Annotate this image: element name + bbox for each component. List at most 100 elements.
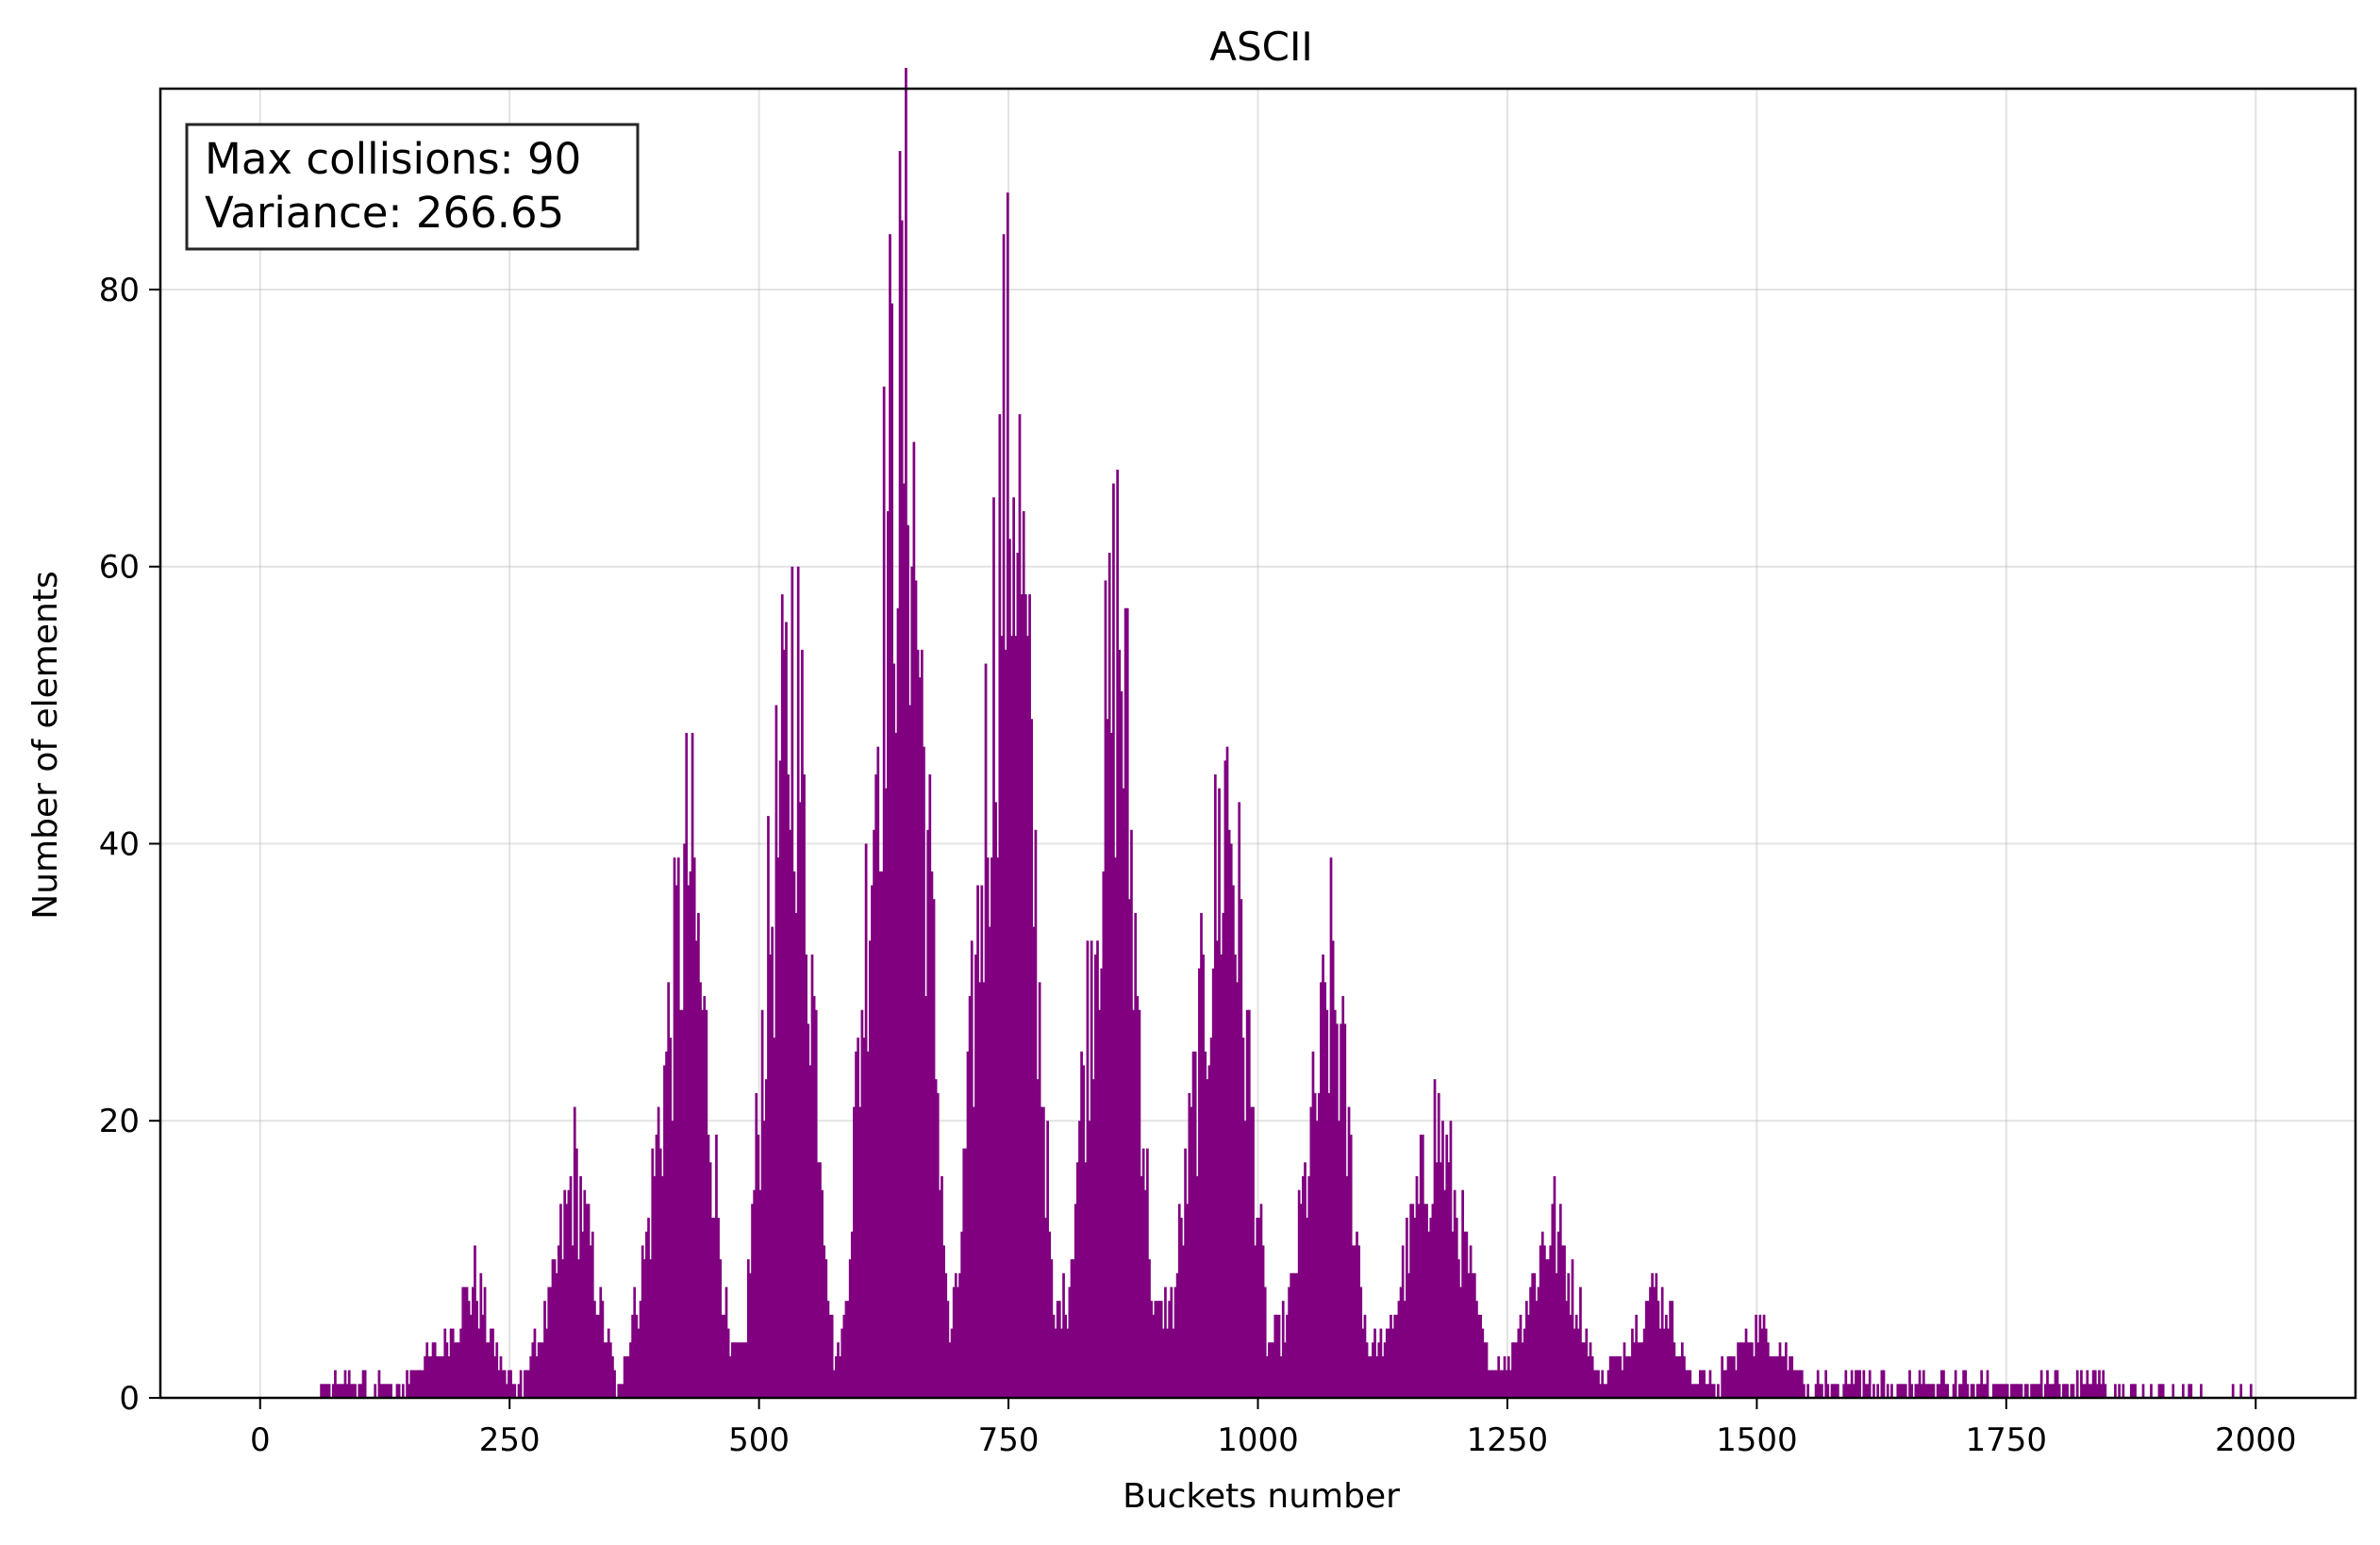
bucket-bar xyxy=(1202,954,1205,1398)
bucket-bar xyxy=(1247,1009,1251,1398)
bucket-bar xyxy=(433,1342,437,1398)
bucket-bar xyxy=(1780,1355,1784,1398)
bucket-bar xyxy=(839,1355,841,1398)
bucket-bar xyxy=(932,899,936,1398)
bucket-bar xyxy=(2104,1384,2107,1398)
bucket-bar xyxy=(1286,1314,1289,1398)
bucket-bar xyxy=(1395,1314,1399,1398)
bucket-bar xyxy=(1748,1342,1752,1398)
bucket-bar xyxy=(890,303,893,1398)
bucket-bar xyxy=(1188,1092,1191,1398)
bucket-bar xyxy=(1090,940,1093,1398)
bucket-bar xyxy=(1930,1384,1934,1398)
bucket-bar xyxy=(1782,1355,1786,1398)
bucket-bar xyxy=(1910,1384,1913,1398)
bucket-bar xyxy=(1331,940,1335,1398)
bucket-bar xyxy=(805,954,808,1398)
bucket-bar xyxy=(803,774,806,1398)
bucket-bar xyxy=(1896,1384,1900,1398)
bucket-bar xyxy=(1265,1355,1269,1398)
bucket-bar xyxy=(567,1189,571,1398)
bucket-bar xyxy=(1046,1121,1049,1398)
bucket-bar xyxy=(1443,1189,1446,1398)
bucket-bar xyxy=(1958,1384,1961,1398)
bucket-bar xyxy=(425,1342,429,1398)
bucket-bar xyxy=(2089,1384,2093,1398)
bucket-bar xyxy=(2048,1384,2051,1398)
bucket-bar xyxy=(876,746,880,1398)
bucket-bar xyxy=(1523,1328,1526,1398)
bucket-bar xyxy=(1866,1384,1870,1398)
bucket-bar xyxy=(676,857,680,1398)
bucket-bar xyxy=(1737,1342,1739,1398)
bucket-bar xyxy=(892,663,896,1398)
bucket-bar xyxy=(1234,954,1237,1398)
bucket-bar xyxy=(1243,1121,1247,1398)
bucket-bar xyxy=(755,1092,758,1398)
bucket-bar xyxy=(1872,1384,1875,1398)
bucket-bar xyxy=(972,1106,975,1398)
bucket-bar xyxy=(1485,1342,1489,1398)
bucket-bar xyxy=(2132,1384,2135,1398)
bucket-bar xyxy=(1102,871,1106,1398)
bucket-bar xyxy=(1168,1301,1172,1398)
bucket-bar xyxy=(1220,954,1223,1398)
bucket-bar xyxy=(1231,885,1235,1398)
bucket-bar xyxy=(1626,1355,1630,1398)
bucket-bar xyxy=(821,1189,824,1398)
bucket-bar xyxy=(2129,1384,2133,1398)
bucket-bar xyxy=(1403,1301,1406,1398)
bucket-bar xyxy=(569,1175,573,1398)
bucket-bar xyxy=(1832,1384,1836,1398)
bucket-bar xyxy=(1821,1384,1823,1398)
bucket-bar xyxy=(1540,1231,1544,1398)
bucket-bar xyxy=(1982,1384,1986,1398)
bucket-bar xyxy=(1574,1314,1578,1398)
bucket-bar xyxy=(2046,1370,2049,1398)
bucket-bar xyxy=(1291,1272,1295,1398)
bucket-bar xyxy=(1535,1301,1539,1398)
bucket-bar xyxy=(2062,1384,2065,1398)
bucket-bar xyxy=(619,1384,623,1398)
bucket-bar xyxy=(1623,1342,1626,1398)
bucket-bar xyxy=(697,912,700,1398)
bucket-bar xyxy=(427,1355,431,1398)
bucket-bar xyxy=(835,1355,838,1398)
bucket-bar xyxy=(1107,553,1111,1398)
bucket-bar xyxy=(769,954,772,1398)
bucket-bar xyxy=(1455,1218,1458,1398)
bucket-bar xyxy=(379,1384,383,1398)
bucket-bar xyxy=(1399,1287,1403,1398)
bucket-bar xyxy=(1094,954,1097,1398)
stats-annotation-box: Max collisions: 90 Variance: 266.65 xyxy=(185,123,640,251)
bucket-bar xyxy=(2161,1384,2165,1398)
bucket-bar xyxy=(868,940,872,1398)
bucket-bar xyxy=(440,1355,442,1398)
bucket-bar xyxy=(401,1384,405,1398)
bucket-bar xyxy=(1790,1355,1794,1398)
bucket-bar xyxy=(1732,1355,1736,1398)
bucket-bar xyxy=(501,1370,505,1398)
bucket-bar xyxy=(1826,1384,1830,1398)
bucket-bar xyxy=(1753,1355,1756,1398)
bucket-bar xyxy=(1088,1121,1091,1398)
bucket-bar xyxy=(2172,1384,2175,1398)
bucket-bar xyxy=(334,1370,337,1398)
bucket-bar xyxy=(1449,1121,1453,1398)
bucket-bar xyxy=(1954,1370,1957,1398)
bucket-bar xyxy=(1723,1370,1726,1398)
bucket-bar xyxy=(2016,1384,2020,1398)
bucket-bar xyxy=(816,1162,820,1398)
bucket-bar xyxy=(1746,1342,1750,1398)
bucket-bar xyxy=(1440,1162,1442,1398)
bucket-bar xyxy=(1938,1384,1941,1398)
bucket-bar xyxy=(1240,899,1243,1398)
bucket-bar xyxy=(1302,1175,1305,1398)
bucket-bar xyxy=(912,441,916,1398)
bucket-bar xyxy=(1798,1370,1802,1398)
bucket-bar xyxy=(724,1287,728,1398)
bucket-bar xyxy=(2082,1384,2085,1398)
bucket-bar xyxy=(958,1272,961,1398)
bucket-bar xyxy=(1411,1204,1415,1398)
bucket-bar xyxy=(527,1370,530,1398)
